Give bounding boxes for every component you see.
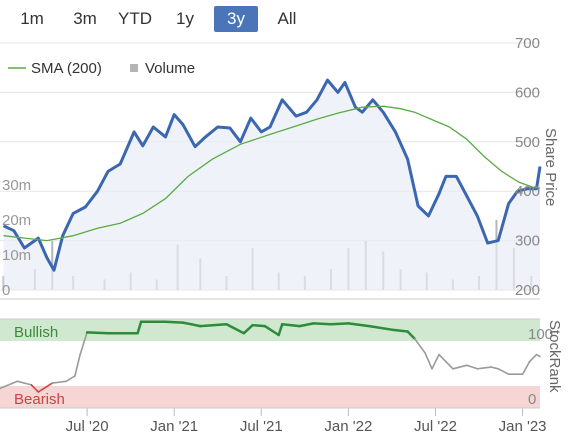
stockrank-segment (413, 337, 426, 354)
stockrank-segment (190, 323, 202, 328)
stockrank-segment (329, 322, 350, 326)
x-tick-label: Jan '21 (150, 418, 198, 434)
x-axis: Jul '20 Jan '21 Jul '21 Jan '22 Jul '22 Jan '… (0, 407, 547, 434)
price-tick-label: 500 (515, 134, 540, 151)
stockrank-segment (242, 323, 254, 335)
stockrank-segment (30, 384, 40, 393)
range-3m-button[interactable]: 3m (73, 9, 97, 28)
range-all-button[interactable]: All (277, 9, 297, 28)
stockrank-segment (37, 382, 54, 393)
stockrank-segment (521, 360, 531, 376)
stockrank-segment (298, 322, 315, 328)
stockrank-segment (368, 324, 394, 331)
volume-legend-label: Volume (145, 60, 195, 77)
price-tick-label: 600 (515, 84, 540, 101)
stockrank-segment (476, 366, 493, 370)
stockrank-segment (0, 380, 19, 390)
price-axis-title: Share Price (542, 128, 559, 206)
range-1m-button[interactable]: 1m (20, 9, 44, 28)
stockrank-segment (181, 321, 193, 326)
range-3y-button[interactable]: 3y (214, 6, 258, 32)
stockrank-axis-title: StockRank (546, 320, 563, 393)
volume-bar (2, 276, 5, 290)
price-tick-label: 300 (515, 233, 540, 250)
stockrank-segment (225, 323, 246, 335)
stockrank-segment (465, 364, 479, 370)
sma-legend-label: SMA (200) (31, 60, 102, 77)
x-tick-label: Jan '23 (499, 418, 547, 434)
price-line (2, 78, 542, 272)
stockrank-segment (431, 353, 440, 370)
stockrank-top-tick: 100 (528, 326, 553, 343)
stockrank-segment (85, 331, 110, 335)
chart-legend: SMA (200) Volume (8, 60, 195, 77)
volume-legend-swatch (130, 64, 138, 72)
stockrank-segment (535, 353, 541, 358)
stockrank-segment (16, 380, 33, 386)
stockrank-segment (51, 380, 67, 384)
stockrank-segment (280, 323, 301, 328)
volume-tick-label: 30m (2, 177, 31, 194)
bearish-zone (0, 386, 540, 408)
stockrank-segment (277, 323, 284, 337)
stockrank-segment (452, 364, 468, 370)
volume-tick-label: 10m (2, 247, 31, 264)
price-tick-label: 400 (515, 183, 540, 200)
stockrank-segment (74, 353, 81, 377)
x-tick-label: Jan '22 (324, 418, 372, 434)
price-axis: 700 600 500 400 300 200 (515, 35, 540, 299)
stockrank-line (0, 320, 541, 393)
stockrank-segment (164, 320, 185, 324)
range-ytd-button[interactable]: YTD (118, 9, 152, 28)
bearish-label: Bearish (14, 391, 65, 408)
stockrank-segment (263, 324, 280, 337)
range-selector: 1m 3m YTD 1y 3y All (0, 0, 577, 36)
range-1y-button[interactable]: 1y (176, 9, 194, 28)
x-tick-label: Jul '22 (414, 418, 457, 434)
stockrank-segment (497, 367, 510, 376)
stockrank-segment (390, 328, 409, 333)
price-tick-label: 200 (515, 282, 540, 299)
volume-axis: 30m 20m 10m 0 (2, 177, 31, 299)
stockrank-segment (251, 323, 267, 328)
volume-tick-label: 0 (2, 282, 10, 299)
stockrank-segment (199, 323, 228, 328)
stockrank-segment (424, 351, 433, 370)
price-tick-label: 700 (515, 35, 540, 52)
sma-200-line (3, 105, 541, 242)
x-tick-label: Jul '21 (240, 418, 283, 434)
stockrank-segment (490, 366, 500, 370)
x-tick-label: Jul '20 (66, 418, 109, 434)
bullish-label: Bullish (14, 324, 58, 341)
stockrank-segment (312, 322, 333, 326)
stockrank-segment (438, 353, 454, 370)
volume-tick-label: 20m (2, 212, 31, 229)
stockrank-bottom-tick: 0 (528, 391, 536, 408)
stockrank-segment (79, 331, 88, 356)
stockrank-segment (347, 322, 371, 328)
price-area-fill (3, 80, 540, 290)
stockrank-segment (136, 320, 143, 335)
stockrank-segment (65, 375, 76, 383)
stockrank-segment (528, 353, 538, 363)
stockrank-segment (406, 330, 416, 340)
